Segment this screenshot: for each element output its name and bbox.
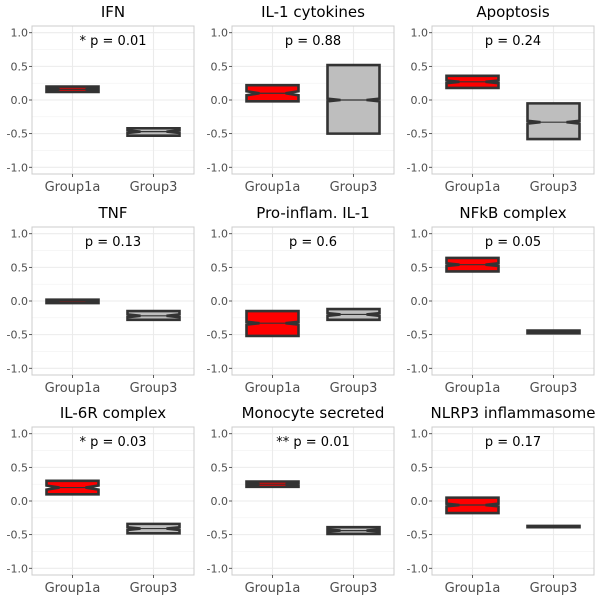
y-tick-label: -1.0	[407, 161, 428, 174]
y-tick-label: 0.0	[211, 295, 229, 308]
y-tick-label: 1.0	[211, 27, 229, 40]
x-tick-label: Group1a	[445, 581, 501, 596]
panel-title: Pro-inflam. IL-1	[256, 204, 369, 222]
x-tick-label: Group3	[130, 180, 178, 195]
panel-4: -1.0 -0.5 0.0 0.5 1.0 Group1a Group3 Pro-inflam…	[207, 204, 395, 396]
x-tick-label: Group3	[330, 180, 378, 195]
box-group3	[326, 63, 381, 135]
y-tick-label: -0.5	[407, 128, 428, 141]
y-tick-label: 0.0	[411, 94, 429, 107]
y-tick-label: -0.5	[7, 529, 28, 542]
x-tick-label: Group3	[530, 180, 578, 195]
x-tick-label: Group3	[330, 381, 378, 396]
y-tick-label: 1.0	[11, 27, 29, 40]
y-tick-label: -1.0	[7, 562, 28, 575]
x-tick-label: Group1a	[45, 180, 101, 195]
panel-title: NLRP3 inflammasome	[431, 404, 596, 422]
y-tick-label: 1.0	[411, 228, 429, 241]
y-tick-label: 0.0	[211, 495, 229, 508]
panel-title: IFN	[101, 3, 125, 21]
y-tick-label: -0.5	[207, 529, 228, 542]
y-tick-label: -0.5	[207, 128, 228, 141]
panel-title: IL-1 cytokines	[261, 3, 365, 21]
y-tick-label: -1.0	[207, 161, 228, 174]
panel-6: -1.0 -0.5 0.0 0.5 1.0 Group1a Group3 IL-6R comp…	[7, 404, 195, 596]
p-value-annotation: * p = 0.03	[80, 435, 147, 450]
y-tick-label: 0.0	[11, 94, 29, 107]
p-value-annotation: p = 0.13	[85, 235, 141, 250]
x-tick-label: Group1a	[245, 180, 301, 195]
panel-title: Apoptosis	[476, 3, 550, 21]
panel-title: NFkB complex	[459, 204, 566, 222]
y-tick-label: 1.0	[11, 228, 29, 241]
y-tick-label: 1.0	[11, 428, 29, 441]
x-tick-label: Group1a	[45, 381, 101, 396]
panel-1: -1.0 -0.5 0.0 0.5 1.0 Group1a Group3 IL-1 cytok…	[207, 3, 395, 195]
panel-title: TNF	[97, 204, 127, 222]
panel-title: Monocyte secreted	[242, 404, 385, 422]
y-tick-label: -1.0	[7, 362, 28, 375]
p-value-annotation: ** p = 0.01	[276, 435, 350, 450]
y-tick-label: 0.5	[11, 60, 29, 73]
box-group3	[526, 102, 581, 141]
y-tick-label: 0.0	[11, 495, 29, 508]
y-tick-label: 0.5	[11, 461, 29, 474]
x-tick-label: Group1a	[445, 381, 501, 396]
x-tick-label: Group3	[530, 381, 578, 396]
y-tick-label: 0.5	[411, 60, 429, 73]
y-tick-label: -0.5	[407, 329, 428, 342]
y-tick-label: -0.5	[207, 329, 228, 342]
y-tick-label: 1.0	[411, 428, 429, 441]
p-value-annotation: p = 0.6	[289, 235, 337, 250]
y-tick-label: -0.5	[7, 329, 28, 342]
y-tick-label: 0.0	[211, 94, 229, 107]
x-tick-label: Group3	[530, 581, 578, 596]
y-tick-label: -1.0	[207, 562, 228, 575]
y-tick-label: -1.0	[7, 161, 28, 174]
y-tick-label: 1.0	[211, 228, 229, 241]
x-tick-label: Group1a	[245, 581, 301, 596]
y-tick-label: -0.5	[7, 128, 28, 141]
y-tick-label: 0.5	[11, 261, 29, 274]
y-tick-label: 0.0	[411, 495, 429, 508]
panel-5: -1.0 -0.5 0.0 0.5 1.0 Group1a Group3 NFkB compl…	[407, 204, 595, 396]
y-tick-label: 0.0	[11, 295, 29, 308]
panel-0: -1.0 -0.5 0.0 0.5 1.0 Group1a Group3 IFN * p = 0…	[7, 3, 195, 195]
p-value-annotation: p = 0.05	[485, 235, 541, 250]
y-tick-label: 0.0	[411, 295, 429, 308]
y-tick-label: 1.0	[411, 27, 429, 40]
y-tick-label: -1.0	[407, 362, 428, 375]
y-tick-label: -1.0	[207, 362, 228, 375]
y-tick-label: -0.5	[407, 529, 428, 542]
x-tick-label: Group3	[130, 581, 178, 596]
panel-7: -1.0 -0.5 0.0 0.5 1.0 Group1a Group3 Monocyte s…	[207, 404, 395, 596]
y-tick-label: 0.5	[411, 261, 429, 274]
p-value-annotation: p = 0.24	[485, 34, 541, 49]
y-tick-label: 1.0	[211, 428, 229, 441]
panel-title: IL-6R complex	[60, 404, 166, 422]
p-value-annotation: p = 0.17	[485, 435, 541, 450]
panel-3: -1.0 -0.5 0.0 0.5 1.0 Group1a Group3 TNF p = 0.1…	[7, 204, 195, 396]
x-tick-label: Group1a	[445, 180, 501, 195]
p-value-annotation: * p = 0.01	[80, 34, 147, 49]
p-value-annotation: p = 0.88	[285, 34, 341, 49]
x-tick-label: Group3	[330, 581, 378, 596]
x-tick-label: Group3	[130, 381, 178, 396]
panel-8: -1.0 -0.5 0.0 0.5 1.0 Group1a Group3 NLRP3 infl…	[407, 404, 596, 596]
x-tick-label: Group1a	[45, 581, 101, 596]
y-tick-label: 0.5	[211, 60, 229, 73]
x-tick-label: Group1a	[245, 381, 301, 396]
y-tick-label: -1.0	[407, 562, 428, 575]
y-tick-label: 0.5	[211, 261, 229, 274]
y-tick-label: 0.5	[411, 461, 429, 474]
y-tick-label: 0.5	[211, 461, 229, 474]
panel-2: -1.0 -0.5 0.0 0.5 1.0 Group1a Group3 Apoptosis p…	[407, 3, 595, 195]
